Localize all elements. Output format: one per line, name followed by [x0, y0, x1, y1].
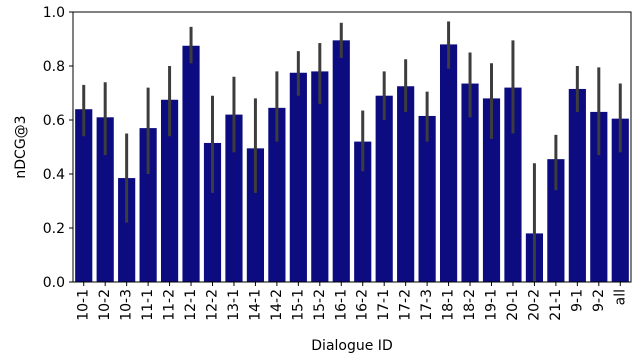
x-tick-label: 11-2: [162, 289, 178, 321]
x-tick-label: 12-1: [183, 289, 199, 321]
bar-10-2: [96, 117, 114, 282]
x-tick-label: 10-2: [97, 289, 113, 321]
x-tick-label: 9-2: [591, 289, 607, 312]
bar-14-2: [268, 107, 286, 282]
y-axis-label: nDCG@3: [13, 115, 29, 178]
errorbars-layer: [82, 21, 622, 282]
x-tick-label: 17-2: [398, 289, 414, 321]
bar-9-1: [568, 88, 586, 282]
y-tick-label: 0.8: [43, 59, 65, 75]
bar-20-1: [504, 87, 522, 282]
x-tick-label: 16-1: [333, 289, 349, 321]
y-tick-label: 0.0: [43, 275, 65, 291]
bar-19-1: [482, 98, 501, 283]
bar-18-1: [439, 44, 458, 283]
bar-21-1: [547, 159, 565, 282]
y-tick-label: 0.6: [43, 113, 65, 129]
x-tick-label: 10-3: [119, 289, 135, 321]
x-tick-label: 21-1: [548, 289, 564, 321]
bar-17-1: [375, 95, 393, 282]
x-axis-label: Dialogue ID: [311, 338, 392, 354]
x-tick-label: all: [612, 289, 628, 305]
bar-15-1: [289, 72, 307, 282]
bar-14-1: [246, 148, 265, 282]
x-tick-label: 20-2: [526, 289, 542, 321]
x-tick-label: 11-1: [140, 289, 156, 321]
x-tick-label: 14-2: [269, 289, 285, 321]
x-tick-label: 10-1: [76, 289, 92, 321]
y-tick-label: 0.4: [43, 167, 65, 183]
bar-12-2: [203, 142, 222, 282]
bar-18-2: [461, 83, 479, 282]
x-tick-label: 13-1: [226, 289, 242, 321]
y-axis: 0.0 0.2 0.4 0.6 0.8 1.0: [43, 5, 73, 291]
bar-10-1: [75, 109, 93, 282]
bar-13-1: [225, 114, 243, 282]
bar-10-3: [118, 178, 136, 282]
bar-17-3: [418, 115, 436, 282]
x-tick-label: 18-1: [441, 289, 457, 321]
x-tick-label: 12-2: [205, 289, 221, 321]
bar-16-2: [354, 141, 372, 282]
x-tick-label: 15-1: [290, 289, 306, 321]
bar-12-1: [182, 45, 200, 282]
x-tick-label: 18-2: [462, 289, 478, 321]
x-tick-label: 15-2: [312, 289, 328, 321]
x-tick-label: 14-1: [247, 289, 263, 321]
x-axis: 10-1 10-2 10-3 11-1 11-2 12-1 12-2 13-1 14-1 14-2…: [76, 282, 628, 321]
bar-all: [611, 118, 629, 283]
x-tick-label: 9-1: [569, 289, 585, 312]
x-tick-label: 20-1: [505, 289, 521, 321]
x-tick-label: 19-1: [484, 289, 500, 321]
bar-15-2: [311, 71, 329, 283]
bar-17-2: [397, 86, 415, 282]
x-tick-label: 17-1: [376, 289, 392, 321]
y-tick-label: 1.0: [43, 5, 65, 21]
x-tick-label: 16-2: [355, 289, 371, 321]
bar-11-1: [139, 128, 157, 282]
bars-layer: [75, 40, 629, 283]
bar-9-2: [590, 111, 608, 283]
bar-11-2: [160, 99, 179, 282]
plot-frame: [72, 11, 632, 283]
bar-16-1: [332, 40, 350, 282]
x-tick-label: 17-3: [419, 289, 435, 321]
y-tick-label: 0.2: [43, 221, 65, 237]
